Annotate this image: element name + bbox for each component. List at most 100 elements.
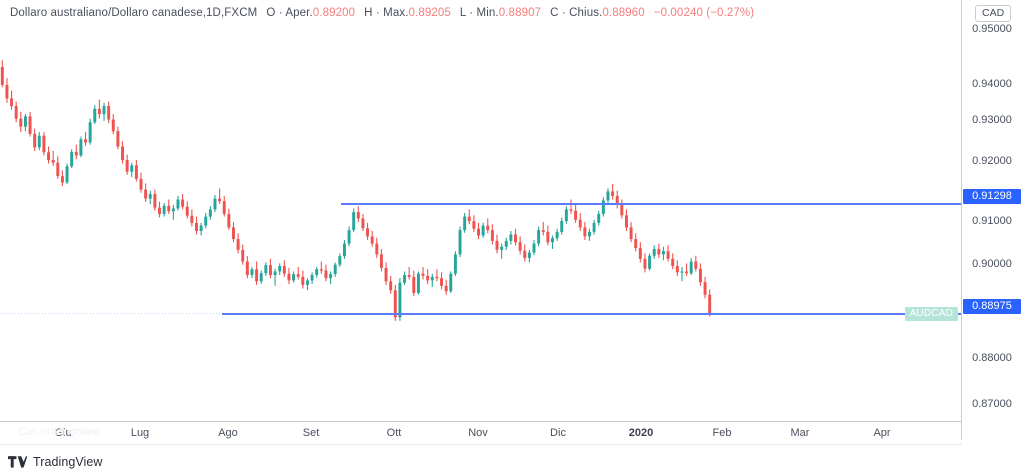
candlestick <box>292 271 296 283</box>
legend-symbol-description[interactable]: Dollaro australiano/Dollaro canadese <box>10 7 203 19</box>
legend-sep-2: , <box>220 7 225 19</box>
candlestick <box>338 253 342 267</box>
candlestick <box>523 244 527 262</box>
legend-low-value: 0.88907 <box>498 7 542 19</box>
candlestick <box>47 146 51 164</box>
candlestick <box>305 278 309 291</box>
candlestick <box>5 78 9 103</box>
candlestick <box>282 260 286 277</box>
candlestick <box>347 226 351 247</box>
candlestick <box>139 172 143 193</box>
candlestick <box>84 132 88 146</box>
candlestick <box>389 275 393 294</box>
legend-close-key: C · Chius. <box>550 7 603 19</box>
candlestick <box>546 225 550 246</box>
price-tick: 0.94000 <box>972 78 1012 90</box>
price-tick: 0.92000 <box>972 155 1012 167</box>
support-ray[interactable] <box>222 313 962 315</box>
candlestick <box>393 284 397 321</box>
currency-badge: CAD <box>975 5 1012 22</box>
candlestick <box>278 263 282 276</box>
time-tick: Nov <box>468 427 488 439</box>
tradingview-logo[interactable]: TradingView <box>8 455 102 469</box>
candlestick <box>416 271 420 295</box>
candlestick <box>14 101 18 123</box>
candlestick <box>657 243 661 258</box>
candlestick <box>250 266 254 279</box>
candlestick <box>296 266 300 280</box>
candlestick <box>70 149 74 169</box>
time-tick: Ago <box>218 427 238 439</box>
time-tick: Dic <box>550 427 566 439</box>
price-level-label[interactable]: 0.88975 <box>963 299 1021 314</box>
candlestick <box>232 222 235 243</box>
candlestick <box>171 204 175 220</box>
candlestick <box>28 111 32 137</box>
time-tick: Lug <box>130 427 150 439</box>
candlestick <box>158 201 161 218</box>
price-tick: 0.95000 <box>972 23 1012 35</box>
candlestick <box>666 245 670 262</box>
candlestick <box>319 261 323 274</box>
support-ray-dotted-extension <box>0 313 222 314</box>
candlestick <box>597 210 601 226</box>
candlestick <box>356 206 360 222</box>
candlestick <box>370 230 374 247</box>
chart-plot-area[interactable]: AUDCAD <box>0 22 962 422</box>
candlestick <box>259 270 263 285</box>
resistance-ray[interactable] <box>341 203 962 205</box>
candlestick <box>537 226 541 247</box>
candlestick <box>472 215 476 232</box>
candlestick <box>195 216 198 235</box>
candlestick <box>514 228 517 246</box>
price-tick: 0.88000 <box>972 352 1012 364</box>
candlestick <box>486 218 490 234</box>
candlestick <box>564 206 568 224</box>
candlestick <box>342 239 346 259</box>
candlestick <box>268 258 272 279</box>
candlestick <box>167 199 171 214</box>
candlestick <box>74 144 78 160</box>
candlestick <box>88 118 92 145</box>
legend-open-value: 0.89200 <box>312 7 356 19</box>
candlestick <box>121 141 124 164</box>
candlestick <box>148 190 152 205</box>
candlestick <box>287 267 291 285</box>
candlestick <box>181 194 185 210</box>
time-tick: Giu <box>54 427 72 439</box>
price-scale-divider <box>961 0 962 440</box>
candlestick <box>310 272 314 285</box>
candlestick <box>588 228 591 241</box>
candlestick <box>421 266 425 280</box>
candlestick <box>629 222 633 243</box>
candlestick <box>689 257 693 276</box>
candlestick <box>222 195 226 217</box>
candlestick <box>56 156 60 179</box>
candlestick <box>481 222 485 238</box>
candlestick <box>703 276 707 299</box>
price-level-label[interactable]: 0.91298 <box>963 189 1021 204</box>
candlestick <box>518 236 522 255</box>
candlestick <box>444 279 448 295</box>
candlestick <box>352 208 356 232</box>
candlestick <box>19 111 23 133</box>
time-tick: Ott <box>386 427 402 439</box>
candlestick <box>541 222 545 236</box>
candlestick <box>560 217 564 235</box>
price-scale[interactable]: CAD 0.95000 0.94000 0.93000 0.92000 0.91000 0… <box>962 0 1024 445</box>
legend-interval[interactable]: 1D <box>206 7 221 19</box>
candlestick <box>490 224 494 245</box>
candlestick <box>620 199 624 219</box>
candlestick <box>361 213 365 231</box>
candlestick <box>236 233 240 254</box>
candlestick <box>592 219 596 235</box>
candlestick <box>467 209 471 225</box>
time-scale[interactable]: Giu Lug Ago Set Ott Nov Dic 2020 Feb Mar Apr <box>0 422 962 444</box>
time-tick: Apr <box>873 427 891 439</box>
candlestick <box>375 237 379 258</box>
candlestick <box>624 209 628 231</box>
legend-sep-1: , <box>202 7 207 19</box>
candlestick <box>671 253 675 270</box>
price-tick: 0.87000 <box>972 398 1012 410</box>
candlestick <box>532 239 536 256</box>
